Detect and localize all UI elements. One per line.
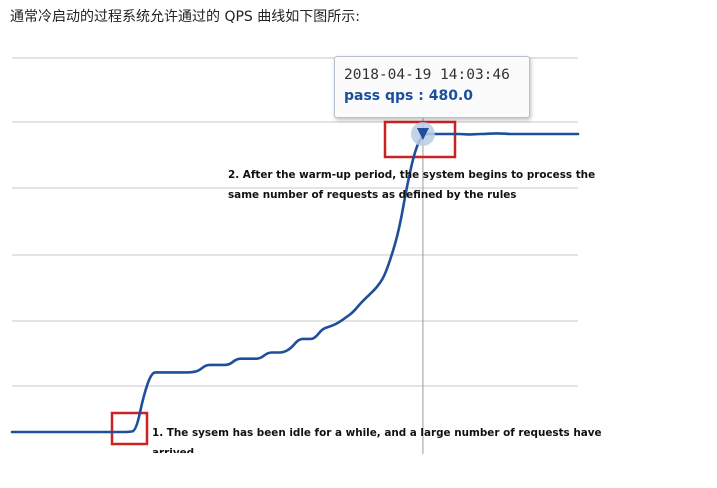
warmup-annotation: 2. After the warm-up period, the system … xyxy=(228,165,595,205)
qps-chart-svg xyxy=(10,57,580,454)
qps-line xyxy=(10,132,580,434)
warmup-annotation-line1: 2. After the warm-up period, the system … xyxy=(228,169,596,181)
tooltip-separator: : xyxy=(413,88,429,104)
intro-text: 通常冷启动的过程系统允许通过的 QPS 曲线如下图所示: xyxy=(10,9,360,25)
idle-annotation-line1: 1. The sysem has been idle for a while, … xyxy=(152,427,602,439)
peak-highlight-box xyxy=(383,120,457,159)
idle-annotation-line2: arrived xyxy=(152,447,195,453)
qps-chart: 2. After the warm-up period, the system … xyxy=(0,34,717,488)
idle-highlight-box xyxy=(110,411,149,446)
tooltip-value: 480.0 xyxy=(428,88,474,104)
tooltip: 2018-04-19 14:03:46 pass qps : 480.0 xyxy=(334,56,530,118)
idle-annotation: 1. The sysem has been idle for a while, … xyxy=(152,423,602,453)
tooltip-time: 2018-04-19 14:03:46 xyxy=(344,67,510,83)
tooltip-label: pass qps xyxy=(344,88,414,104)
tooltip-value-row: pass qps : 480.0 xyxy=(344,88,473,104)
peak-marker-icon[interactable] xyxy=(416,128,429,140)
warmup-annotation-line2: same number of requests as defined by th… xyxy=(228,189,517,201)
